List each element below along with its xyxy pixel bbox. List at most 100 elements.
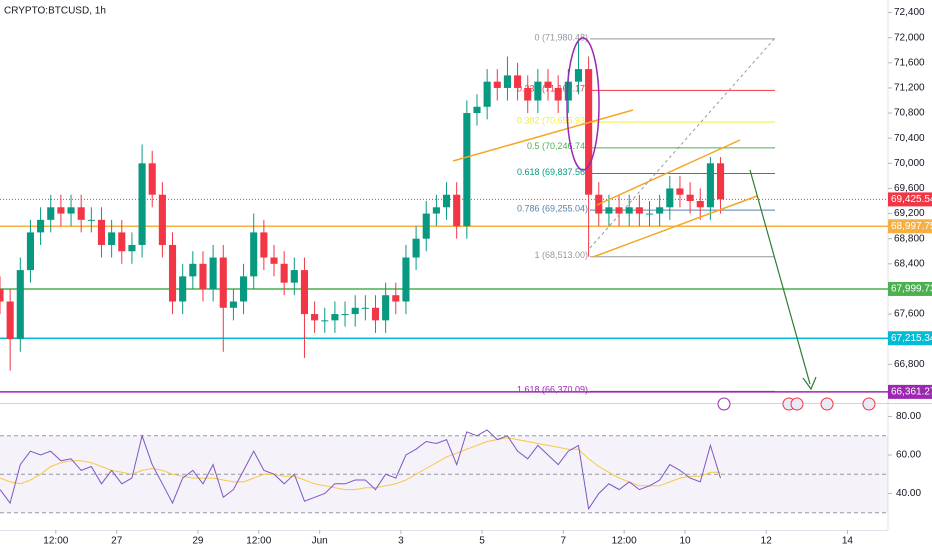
price-label-box (888, 281, 932, 296)
chart-title: CRYPTO:BTCUSD, 1h (4, 6, 106, 17)
y-tick-label: 68,400 (894, 258, 925, 269)
x-tick-label: 27 (111, 536, 123, 547)
candle-body (179, 276, 187, 302)
candle-body (585, 69, 593, 195)
rsi-pane: 40.00 60.00 80.00 (0, 411, 921, 514)
candle-body (666, 188, 674, 208)
fib-label: 0.382 (70,655.93) (517, 115, 588, 125)
candle-body (128, 244, 136, 252)
y-tick-label: 60.00 (896, 450, 921, 461)
y-tick-label: 70,400 (894, 133, 925, 144)
candle-body (138, 163, 146, 245)
x-tick-label: 5 (479, 536, 485, 547)
x-tick-label: 10 (679, 536, 691, 547)
candle-body (0, 288, 4, 302)
x-tick-label: 3 (398, 536, 404, 547)
candle-body (544, 81, 552, 88)
candle-body (564, 81, 572, 101)
candle-body (574, 69, 583, 82)
y-tick-label: 68,800 (894, 233, 925, 244)
candle-body (168, 244, 177, 302)
candle-body (87, 219, 95, 221)
candle-body (625, 207, 633, 214)
candle-body (209, 257, 217, 289)
candle-body (158, 194, 166, 245)
candle-body (351, 307, 359, 315)
y-tick-label: 70,000 (894, 158, 925, 169)
candle-body (696, 201, 704, 208)
y-tick-label: 69,600 (894, 183, 925, 194)
candle-body (97, 219, 106, 245)
x-tick-label: 12 (761, 536, 773, 547)
candle-body (260, 232, 268, 258)
candle-body (615, 207, 623, 214)
candle-body (412, 238, 420, 258)
candle-body (635, 207, 643, 214)
event-icon[interactable] (790, 397, 804, 411)
candle-body (534, 81, 542, 101)
candle-body (473, 106, 481, 114)
last-price-label: 69,425.54 (891, 194, 932, 205)
candle-body (514, 75, 522, 88)
candle-body (686, 194, 694, 201)
candle-body (645, 213, 654, 215)
highlight-ellipse (566, 37, 600, 171)
candle-body (240, 276, 248, 302)
fib-label: 0.786 (69,255.04) (517, 203, 588, 213)
event-icon[interactable] (717, 397, 731, 411)
candle-body (361, 307, 369, 309)
candle-body (656, 207, 664, 214)
candle-body (219, 257, 227, 308)
candle-body (189, 263, 197, 277)
fib-label: 1.618 (66,370.09) (517, 385, 588, 395)
y-tick-label: 71,200 (894, 83, 925, 94)
candle-body (311, 314, 319, 321)
candle-body (392, 295, 400, 302)
candle-body (422, 213, 430, 239)
price-label: 67,215.34 (891, 333, 932, 344)
y-tick-label: 40.00 (896, 488, 921, 499)
x-tick-label: 29 (192, 536, 204, 547)
x-tick-label: 12:00 (612, 536, 637, 547)
fib-label: 0.5 (70,246.74) (527, 141, 588, 151)
y-tick-label: 67,600 (894, 309, 925, 320)
candle-body (57, 207, 65, 214)
y-tick-label: 70,800 (894, 108, 925, 119)
last-price-box (888, 192, 932, 207)
y-tick-label: 66,800 (894, 359, 925, 370)
candle-body (676, 188, 684, 195)
candle-body (321, 320, 329, 322)
price-label: 66,361.27 (891, 387, 932, 398)
drawings (452, 37, 876, 411)
candle-body (554, 87, 562, 101)
candle-body (26, 232, 34, 271)
candle-body (199, 263, 207, 289)
y-tick-label: 72,400 (894, 7, 925, 18)
candle-body (229, 301, 237, 308)
trend-line (452, 109, 634, 162)
event-icon[interactable] (862, 397, 876, 411)
x-tick-label: 14 (842, 536, 854, 547)
candle-body (37, 219, 45, 233)
candle-body (442, 194, 451, 208)
event-icon[interactable] (820, 397, 834, 411)
x-tick-label: 12:00 (43, 536, 68, 547)
candle-body (341, 314, 349, 316)
price-label: 67,999.73 (891, 284, 932, 295)
candle-body (47, 207, 55, 220)
channel-upper (596, 139, 741, 206)
candle-body (453, 194, 461, 227)
x-tick-label: Jun (312, 536, 328, 547)
rsi-line (0, 429, 721, 511)
candle-body (483, 81, 491, 107)
price-label-box (888, 219, 932, 234)
y-tick-label: 72,000 (894, 32, 925, 43)
arrow-head (802, 376, 817, 391)
price-label-box (888, 384, 932, 399)
candle-body (493, 81, 501, 88)
candle-body (524, 87, 532, 101)
candle-body (382, 295, 390, 321)
price-pane: 66,80067,20067,60068,00068,40068,80069,2… (0, 7, 932, 547)
